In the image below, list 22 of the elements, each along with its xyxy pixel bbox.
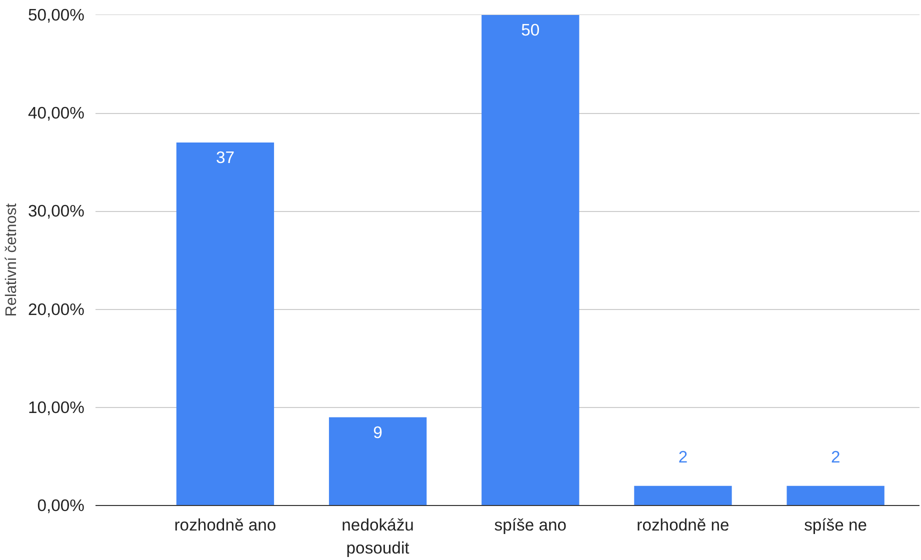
y-tick-label: 50,00% <box>28 5 85 24</box>
y-tick-label: 20,00% <box>28 300 85 319</box>
bar <box>328 417 427 506</box>
x-tick-label: spíše ne <box>804 516 868 534</box>
data-label: 2 <box>678 447 688 466</box>
x-tick-label: nedokážu posoudit <box>342 516 414 558</box>
bar <box>176 142 274 506</box>
y-tick-label: 0,00% <box>37 496 85 515</box>
y-tick-label: 30,00% <box>28 202 85 221</box>
bar <box>634 486 732 506</box>
data-label: 50 <box>521 20 540 40</box>
y-tick-label: 40,00% <box>28 104 85 123</box>
y-tick-label: 10,00% <box>28 398 85 417</box>
bar <box>786 486 884 506</box>
data-label: 37 <box>216 148 234 168</box>
x-tick-label: spíše ano <box>494 516 567 534</box>
x-tick-label: rozhodně ne <box>636 516 730 534</box>
y-axis-title: Relativní četnost <box>3 202 20 317</box>
bar <box>482 14 580 506</box>
data-label: 9 <box>373 422 382 442</box>
data-label: 2 <box>830 447 840 466</box>
x-tick-label: rozhodně ano <box>174 516 276 534</box>
